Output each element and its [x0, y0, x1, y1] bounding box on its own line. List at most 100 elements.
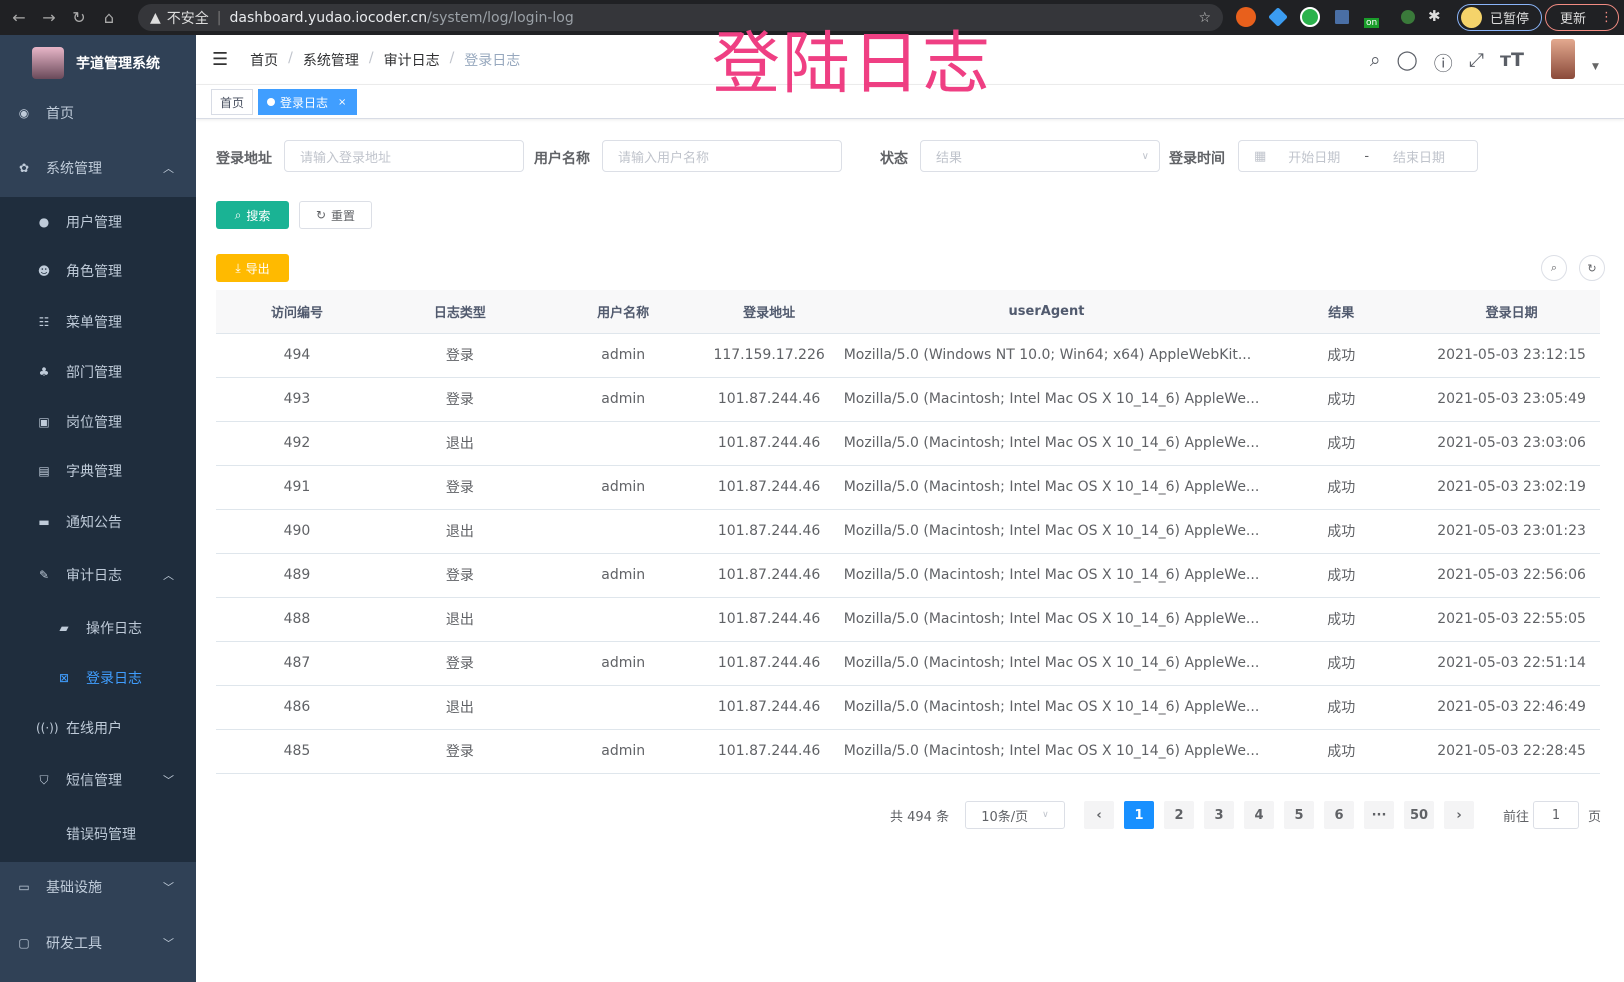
reload-icon[interactable]: ↻ — [72, 8, 86, 27]
breadcrumb-item[interactable]: 审计日志 — [383, 52, 440, 69]
sidebar-item[interactable]: ((·)) 在线用户 — [0, 703, 196, 753]
extension-icon[interactable] — [1401, 10, 1415, 24]
user-avatar[interactable] — [1551, 39, 1575, 79]
prev-page-icon[interactable]: ‹ — [1084, 801, 1114, 829]
table-row[interactable]: 487 登录 admin 101.87.244.46 Mozilla/5.0 (Maci… — [216, 641, 1600, 686]
table-cell: 493 — [216, 377, 378, 422]
end-date[interactable]: 结束日期 — [1393, 150, 1446, 166]
page-size-select[interactable]: 10条/页 ∨ — [965, 801, 1065, 829]
address-bar[interactable]: ▲ 不安全 | dashboard.yudao.iocoder.cn /syst… — [138, 4, 1223, 31]
bookmark-star-icon[interactable]: ☆ — [1198, 9, 1211, 26]
sidebar-item[interactable]: ☷ 菜单管理 — [0, 297, 196, 347]
sidebar-item[interactable]: ♣ 部门管理 — [0, 347, 196, 397]
breadcrumb-item[interactable]: 系统管理 — [302, 52, 359, 69]
page-button[interactable]: 50 — [1404, 801, 1434, 829]
start-date[interactable]: 开始日期 — [1288, 150, 1341, 166]
sidebar-item[interactable]: ▤ 字典管理 — [0, 446, 196, 496]
table-row[interactable]: 486 退出 101.87.244.46 Mozilla/5.0 (Macintosh… — [216, 685, 1600, 730]
sidebar-item[interactable]: ▭ 基础设施 ﹀ — [0, 862, 196, 912]
monitor-icon: ▭ — [18, 880, 30, 894]
extension-icon[interactable] — [1335, 10, 1349, 24]
page-button[interactable]: 1 — [1124, 801, 1154, 829]
address-input[interactable]: 请输入登录地址 — [284, 140, 524, 172]
page-button[interactable]: ··· — [1364, 801, 1394, 829]
date-range-picker[interactable]: ▦ 开始日期 - 结束日期 — [1238, 140, 1478, 172]
page-button[interactable]: 4 — [1244, 801, 1274, 829]
username-input[interactable]: 请输入用户名称 — [602, 140, 842, 172]
toggle-search-icon[interactable]: ⌕ — [1541, 255, 1567, 281]
sidebar-item[interactable]: 错误码管理 — [0, 809, 196, 859]
tag-label: 首页 — [220, 95, 245, 110]
extension-icon[interactable] — [1268, 7, 1288, 27]
chevron-up-icon: ︿ — [163, 162, 174, 175]
close-icon[interactable]: × — [338, 96, 347, 108]
status-select[interactable]: 结果 ∨ — [920, 140, 1160, 172]
extension-icon[interactable]: on — [1364, 18, 1380, 28]
profile-button[interactable]: 已暂停 — [1457, 4, 1542, 31]
table-cell: 101.87.244.46 — [704, 685, 834, 730]
font-size-icon[interactable]: тT — [1500, 49, 1524, 71]
home-icon[interactable]: ⌂ — [103, 8, 115, 27]
puzzle-icon[interactable]: ✱ — [1428, 7, 1441, 25]
table-cell: 101.87.244.46 — [704, 377, 834, 422]
search-button[interactable]: ⌕ 搜索 — [216, 201, 289, 229]
column-header: userAgent — [833, 290, 1260, 334]
sidebar-item[interactable]: ▬ 通知公告 — [0, 497, 196, 547]
breadcrumb-item[interactable]: 首页 — [250, 52, 279, 69]
sidebar-item[interactable]: ◉ 首页 — [0, 88, 196, 138]
goto-page-input[interactable]: 1 — [1533, 801, 1579, 829]
page-button[interactable]: 5 — [1284, 801, 1314, 829]
sidebar-item[interactable]: ▢ 研发工具 ﹀ — [0, 918, 196, 968]
export-button[interactable]: ⤓ 导出 — [216, 254, 289, 282]
github-icon[interactable]: ◯ — [1396, 49, 1418, 71]
table-row[interactable]: 485 登录 admin 101.87.244.46 Mozilla/5.0 (Maci… — [216, 729, 1600, 774]
refresh-icon[interactable]: ↻ — [1579, 255, 1605, 281]
table-cell: 2021-05-03 22:55:05 — [1423, 597, 1600, 642]
tag-home[interactable]: 首页 — [211, 89, 254, 115]
table-row[interactable]: 490 退出 101.87.244.46 Mozilla/5.0 (Macintosh… — [216, 509, 1600, 554]
sidebar-item[interactable]: ⛉ 短信管理 ﹀ — [0, 755, 196, 805]
sidebar-item[interactable]: ✿ 系统管理 ︿ — [0, 143, 196, 193]
tag-login-log[interactable]: 登录日志 × — [258, 89, 357, 115]
table-row[interactable]: 492 退出 101.87.244.46 Mozilla/5.0 (Macintosh… — [216, 421, 1600, 466]
sidebar-logo[interactable]: 芋道管理系统 — [0, 35, 196, 90]
sidebar-item[interactable]: ▣ 岗位管理 — [0, 397, 196, 447]
reset-button[interactable]: ↻ 重置 — [299, 201, 372, 229]
form-icon: ▰ — [59, 621, 69, 635]
sidebar-item[interactable]: ● 用户管理 — [0, 197, 196, 247]
extension-icon[interactable] — [1236, 7, 1256, 27]
table-cell: admin — [541, 333, 705, 378]
table-cell: 登录 — [377, 377, 542, 422]
update-button[interactable]: 更新 ⋮ — [1545, 4, 1619, 31]
page-button[interactable]: 6 — [1324, 801, 1354, 829]
page-button[interactable]: 3 — [1204, 801, 1234, 829]
table-row[interactable]: 494 登录 admin 117.159.17.226 Mozilla/5.0 (Win… — [216, 333, 1600, 378]
calendar-icon: ▦ — [1254, 148, 1267, 164]
sidebar-item[interactable]: ▰ 操作日志 — [0, 603, 196, 653]
warning-icon: ▲ — [150, 9, 161, 26]
hamburger-icon[interactable]: ☰ — [212, 49, 229, 70]
table-row[interactable]: 488 退出 101.87.244.46 Mozilla/5.0 (Macintosh… — [216, 597, 1600, 642]
table-row[interactable]: 489 登录 admin 101.87.244.46 Mozilla/5.0 (Maci… — [216, 553, 1600, 598]
table-cell: admin — [541, 377, 705, 422]
sidebar-item-label: 操作日志 — [86, 621, 142, 637]
column-header: 用户名称 — [541, 290, 705, 334]
table-row[interactable]: 493 登录 admin 101.87.244.46 Mozilla/5.0 (Maci… — [216, 377, 1600, 422]
extension-icon[interactable] — [1300, 7, 1320, 27]
next-page-icon[interactable]: › — [1444, 801, 1474, 829]
submenu-background — [0, 197, 196, 862]
fullscreen-icon[interactable]: ⤢ — [1468, 49, 1485, 71]
table-cell: 成功 — [1259, 597, 1424, 642]
sidebar-item[interactable]: ☻ 角色管理 — [0, 246, 196, 296]
table-cell: 成功 — [1259, 729, 1424, 774]
search-icon[interactable]: ⌕ — [1369, 49, 1381, 71]
help-icon[interactable]: ⓘ — [1433, 53, 1453, 75]
page-button[interactable]: 2 — [1164, 801, 1194, 829]
sidebar-item[interactable]: ✎ 审计日志 ︿ — [0, 550, 196, 600]
caret-down-icon[interactable]: ▼ — [1592, 62, 1599, 72]
back-icon[interactable]: ← — [12, 8, 26, 27]
sidebar-item[interactable]: ⊠ 登录日志 — [0, 653, 196, 703]
table-row[interactable]: 491 登录 admin 101.87.244.46 Mozilla/5.0 (Maci… — [216, 465, 1600, 510]
forward-icon[interactable]: → — [42, 8, 56, 27]
table-cell: Mozilla/5.0 (Macintosh; Intel Mac OS X 1… — [833, 685, 1260, 730]
